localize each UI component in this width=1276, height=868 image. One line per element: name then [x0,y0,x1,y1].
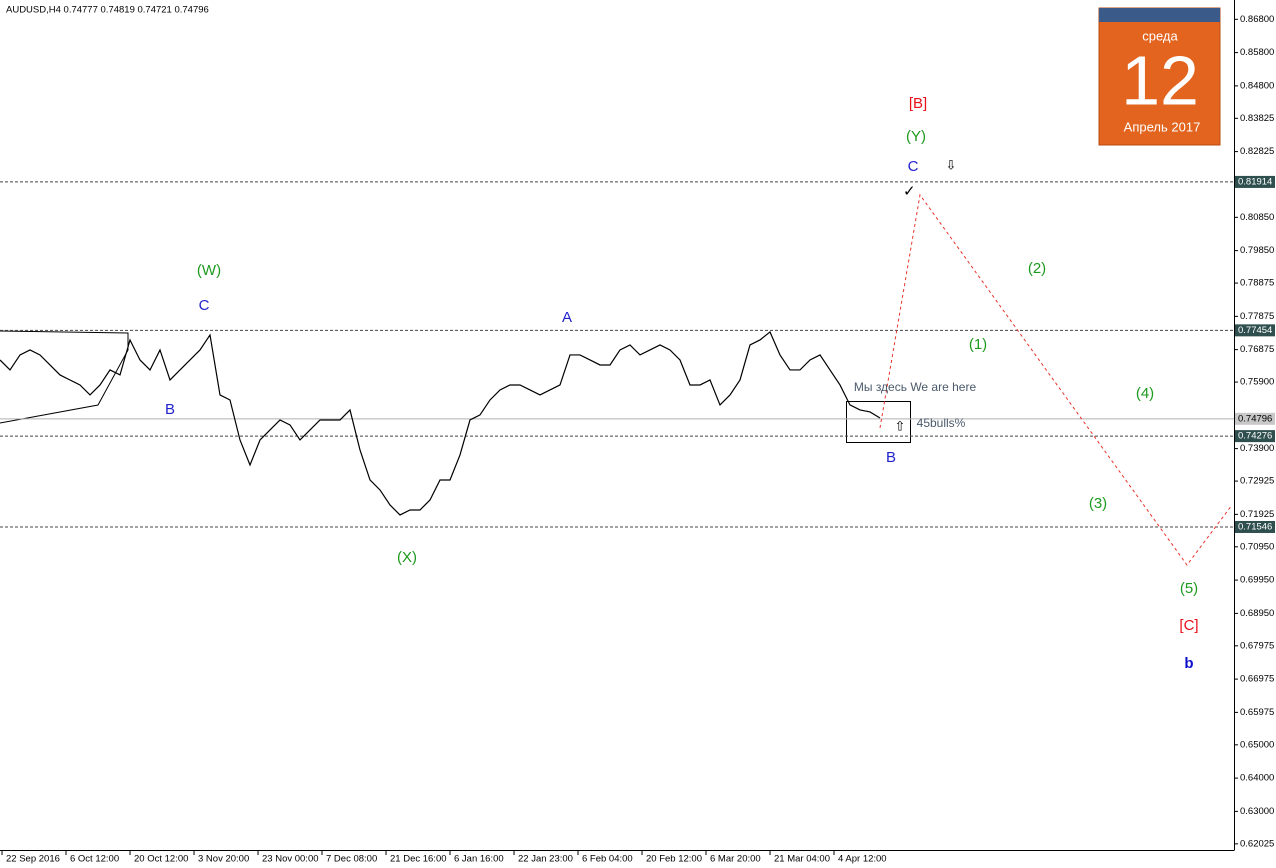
y-tick-label: 0.72925 [1240,476,1274,487]
y-tick-label: 0.78875 [1240,278,1274,289]
y-tick-label: 0.85800 [1240,47,1274,58]
x-tick-label: 23 Nov 00:00 [262,854,319,865]
y-tick-label: 0.63000 [1240,806,1274,817]
wave-label: [C] [1179,617,1198,634]
channel [0,330,129,424]
x-tick-label: 20 Oct 12:00 [134,854,188,865]
level-box [1235,175,1275,188]
price-line [0,330,881,516]
calendar-weekday: среда [1142,28,1178,43]
y-tick-label: 0.71925 [1240,509,1274,520]
level-box [1235,520,1275,533]
wave-label: (Y) [906,128,926,145]
y-tick-label: 0.65975 [1240,707,1274,718]
note: Мы здесь We are here [854,380,977,394]
y-tick-label: 0.69950 [1240,575,1274,586]
level-label: 0.81914 [1238,176,1272,187]
wave-label: A [562,309,572,326]
y-tick-label: 0.67975 [1240,640,1274,651]
y-tick-label: 0.77875 [1240,311,1274,322]
y-tick-label: 0.76875 [1240,344,1274,355]
wave-label: B [165,401,175,418]
y-tick-label: 0.66975 [1240,674,1274,685]
y-tick-label: 0.86800 [1240,14,1274,25]
y-tick-label: 0.62025 [1240,838,1274,849]
x-tick-label: 3 Nov 20:00 [198,854,249,865]
level-label: 0.71546 [1238,521,1272,532]
y-tick-label: 0.73900 [1240,443,1274,454]
calendar-month: Апрель 2017 [1124,119,1201,134]
x-tick-label: 6 Feb 04:00 [582,854,633,865]
level-label: 0.74276 [1238,431,1272,442]
wave-label: (W) [197,262,221,279]
note: 45bulls% [917,416,966,430]
header: AUDUSD,H4 0.74777 0.74819 0.74721 0.7479… [6,5,209,16]
x-tick-label: 22 Jan 23:00 [518,854,573,865]
y-tick-label: 0.84800 [1240,80,1274,91]
wave-label: C [199,297,210,314]
y-tick-label: 0.80850 [1240,212,1274,223]
x-tick-label: 4 Apr 12:00 [838,854,887,865]
x-tick-label: 6 Jan 16:00 [454,854,504,865]
up-arrow: ⇧ [895,418,906,433]
current-price-label: 0.74796 [1238,413,1272,424]
y-tick-label: 0.82825 [1240,146,1274,157]
check-mark: ✓ [903,183,916,200]
x-tick-label: 22 Sep 2016 [6,854,60,865]
wave-label: b [1184,655,1193,672]
calendar-rings [1099,8,1220,22]
level-box [1235,324,1275,337]
y-tick-label: 0.65000 [1240,739,1274,750]
wave-label: (2) [1028,260,1046,277]
calendar-day: 12 [1121,41,1199,119]
x-tick-label: 7 Dec 08:00 [326,854,377,865]
calendar: среда 12 Апрель 2017 [1098,7,1221,146]
down-arrow: ⇩ [946,157,957,172]
y-tick-label: 0.75900 [1240,377,1274,388]
wave-label: (1) [969,336,987,353]
x-tick-label: 6 Mar 20:00 [710,854,761,865]
y-tick-label: 0.83825 [1240,113,1274,124]
y-tick-label: 0.64000 [1240,773,1274,784]
current-price-box [1235,412,1275,425]
level-label: 0.77454 [1238,325,1272,336]
forecast-line [879,193,1233,566]
x-tick-label: 21 Dec 16:00 [390,854,447,865]
wave-label: C [908,158,919,175]
y-tick-label: 0.68950 [1240,608,1274,619]
x-tick-label: 6 Oct 12:00 [70,854,119,865]
wave-label: (X) [397,549,417,566]
x-tick-label: 20 Feb 12:00 [646,854,702,865]
wave-label: B [886,449,896,466]
level-box [1235,430,1275,443]
wave-label: [B] [909,95,927,112]
y-tick-label: 0.70950 [1240,541,1274,552]
y-tick-label: 0.79850 [1240,245,1274,256]
calendar-bg [1098,7,1221,146]
here-box [846,401,911,443]
wave-label: (4) [1136,385,1154,402]
wave-label: (5) [1180,580,1198,597]
x-tick-label: 21 Mar 04:00 [774,854,830,865]
wave-label: (3) [1089,495,1107,512]
